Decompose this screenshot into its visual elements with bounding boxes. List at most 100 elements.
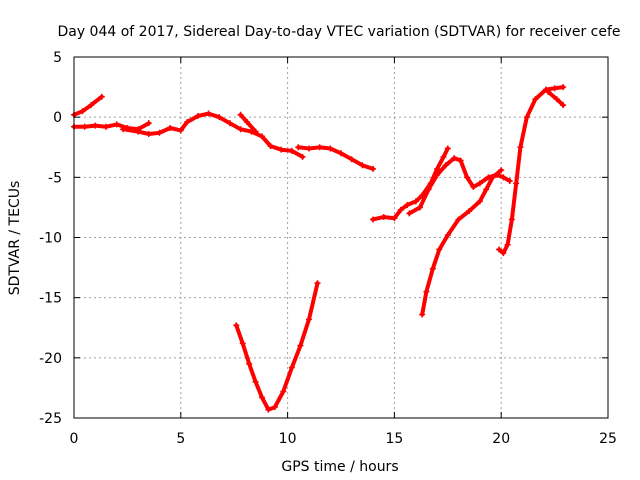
data-point [500, 174, 507, 181]
data-point [397, 206, 404, 213]
data-point [246, 360, 253, 367]
data-point [258, 133, 265, 140]
data-point [391, 215, 398, 222]
data-point [113, 121, 120, 128]
data-point [226, 120, 233, 127]
data-point [483, 186, 490, 193]
data-point [327, 145, 334, 152]
data-point [305, 316, 312, 323]
data-point [120, 126, 127, 133]
data-point [288, 364, 295, 371]
data-point [451, 155, 458, 162]
data-point [508, 216, 515, 223]
x-axis-label: GPS time / hours [281, 459, 398, 475]
data-point [79, 108, 86, 115]
data-point [88, 102, 95, 109]
data-point [506, 177, 513, 184]
data-point [145, 131, 152, 138]
y-tick-label: -5 [48, 170, 62, 186]
data-point [444, 145, 451, 152]
data-point [314, 280, 321, 287]
data-point [205, 110, 212, 117]
data-point [265, 406, 272, 413]
data-point [457, 157, 464, 164]
data-point [237, 111, 244, 118]
data-point [419, 311, 426, 318]
segment-9 [419, 167, 505, 318]
grid [74, 57, 608, 418]
x-tick-label: 20 [492, 431, 510, 447]
data-point [436, 246, 443, 253]
segment-11 [545, 88, 567, 109]
segment-4 [237, 111, 259, 135]
data-point [440, 153, 447, 160]
data-point [267, 143, 274, 150]
data-point [194, 112, 201, 119]
y-tick-label: -20 [39, 351, 62, 367]
data-point [425, 186, 432, 193]
data-point [434, 171, 441, 178]
data-point [434, 165, 441, 172]
data-point [316, 144, 323, 151]
data-point [455, 216, 462, 223]
data-point [504, 241, 511, 248]
x-tick-label: 5 [176, 431, 185, 447]
data-point [370, 165, 377, 172]
data-point [167, 124, 174, 131]
data-point [553, 96, 560, 103]
data-point [216, 114, 223, 121]
y-tick-label: -15 [39, 291, 62, 307]
data-point [444, 232, 451, 239]
segment-3 [120, 110, 306, 160]
data-point [252, 128, 259, 135]
data-point [299, 153, 306, 160]
segment-7 [370, 145, 451, 223]
data-point [551, 85, 558, 92]
data-point [288, 147, 295, 154]
data-point [442, 162, 449, 169]
data-point [280, 388, 287, 395]
data-point [513, 180, 520, 187]
data-point [92, 122, 99, 129]
x-tick-label: 10 [279, 431, 297, 447]
data-point [239, 340, 246, 347]
data-point [466, 208, 473, 215]
data-point [338, 150, 344, 157]
x-tick-label: 0 [70, 431, 79, 447]
data-point [348, 156, 355, 163]
data-point [496, 246, 503, 253]
data-point [500, 250, 507, 257]
data-point [278, 146, 285, 153]
data-point [404, 202, 411, 209]
data-point [98, 93, 105, 100]
data-point [252, 378, 259, 385]
data-point [476, 180, 483, 187]
y-tick-label: -10 [39, 231, 62, 247]
y-tick-label: 5 [53, 50, 62, 66]
data-point [297, 342, 304, 349]
x-tick-label: 15 [385, 431, 403, 447]
data-point [184, 118, 191, 125]
y-tick-label: 0 [53, 110, 62, 126]
data-point [545, 88, 552, 95]
y-tick-label: -25 [39, 411, 62, 427]
data-point [145, 120, 152, 127]
series-line [234, 281, 320, 412]
data-point [517, 144, 524, 151]
data-point [177, 127, 184, 134]
data-point [489, 174, 496, 181]
data-point [498, 167, 505, 174]
segment-5 [295, 144, 377, 172]
data-point [464, 174, 471, 181]
data-point [406, 210, 413, 217]
data-point [156, 129, 163, 136]
series-line [72, 94, 104, 117]
data-point [532, 96, 539, 103]
data-point [523, 114, 530, 121]
data-point [560, 102, 567, 109]
data-point [258, 394, 265, 401]
data-point [135, 128, 142, 135]
data-point [417, 204, 424, 211]
data-point [412, 198, 419, 205]
